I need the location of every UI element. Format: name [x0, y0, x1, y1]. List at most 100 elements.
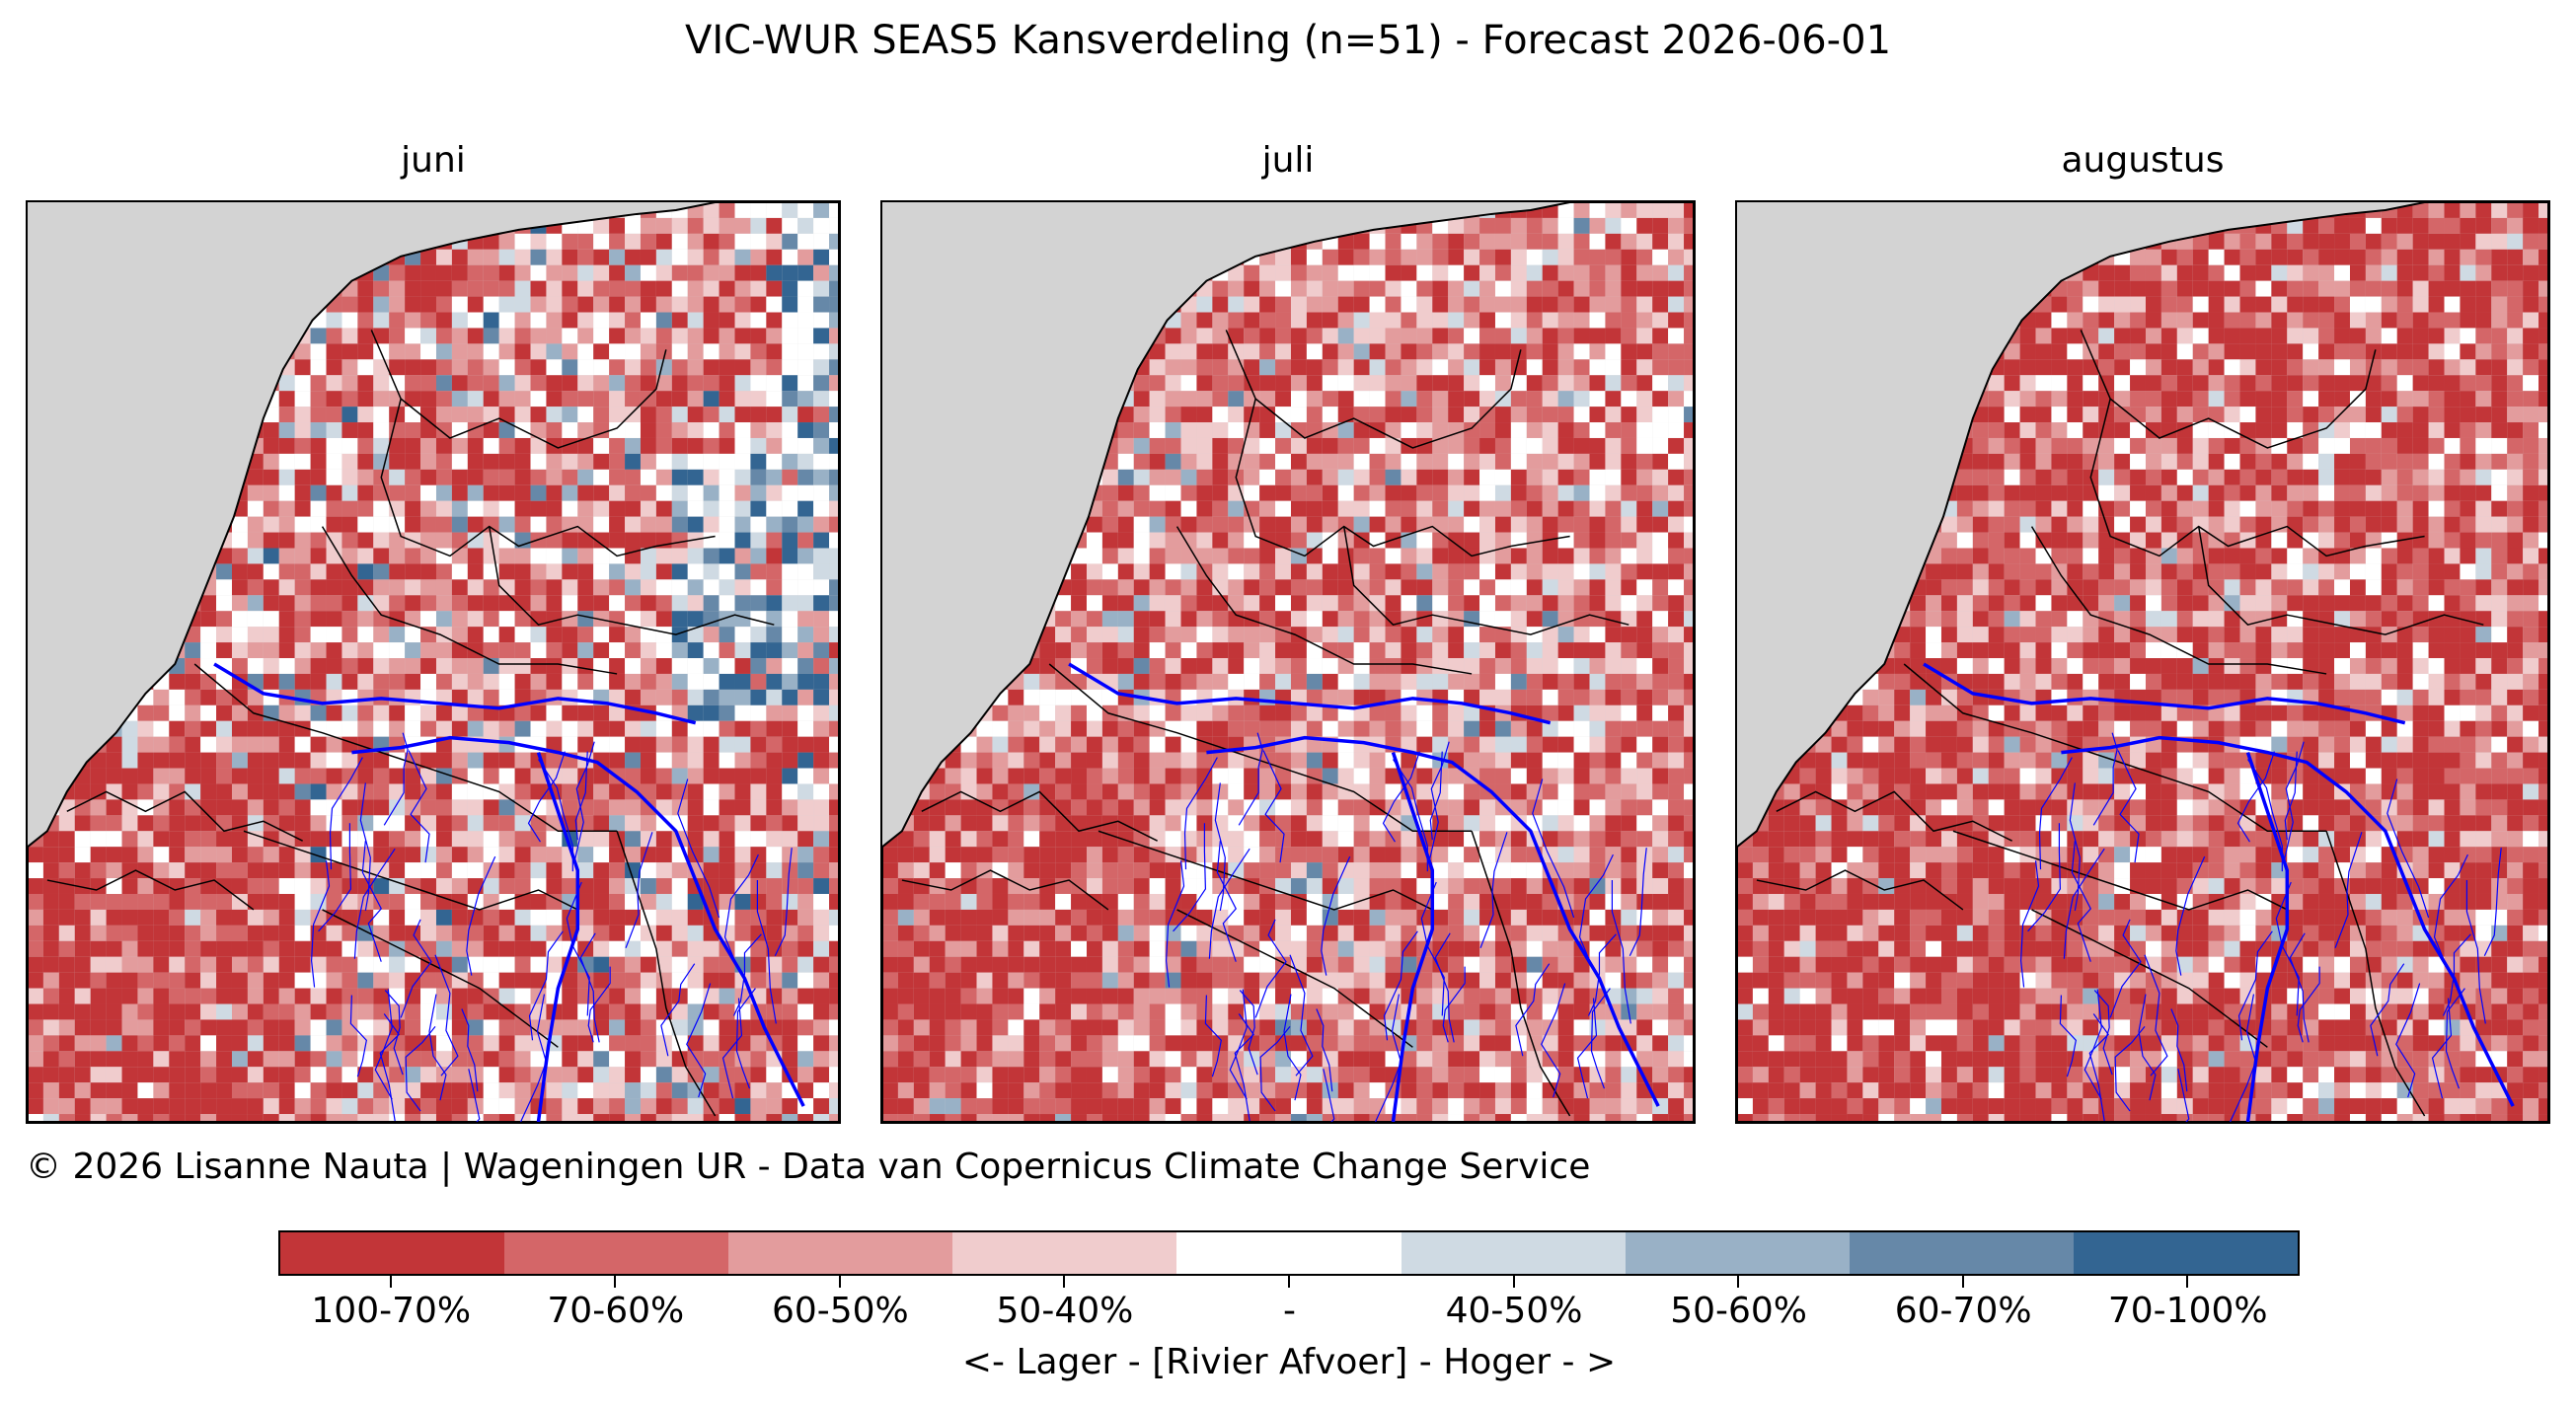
tributary — [1239, 990, 1258, 1075]
tributary — [2071, 841, 2091, 962]
tributary — [2038, 757, 2073, 870]
tributary — [735, 988, 756, 1089]
province-border — [2089, 398, 2425, 557]
province-border — [1776, 790, 2012, 842]
map-juni — [28, 202, 839, 1122]
tributary — [2289, 932, 2310, 1043]
tributary — [1428, 741, 1450, 861]
tributary — [1479, 832, 1508, 948]
tributary — [1316, 1008, 1333, 1092]
tributary — [349, 995, 367, 1077]
main-river — [1206, 735, 1660, 1107]
figure-title: VIC-WUR SEAS5 Kansverdeling (n=51) - For… — [684, 18, 1892, 63]
tributary — [2027, 823, 2062, 932]
tributary — [1590, 988, 1611, 1089]
province-border — [2325, 831, 2426, 1117]
tributary — [1532, 779, 1575, 919]
tributary — [573, 741, 595, 861]
colorbar-tick — [1288, 1276, 1290, 1288]
tributary — [686, 983, 712, 1098]
tributary — [2283, 741, 2305, 861]
tributary — [2138, 994, 2157, 1101]
colorbar-segment — [1849, 1232, 2074, 1274]
tributary — [721, 998, 743, 1099]
main-river — [1391, 752, 1435, 1122]
tributary — [1578, 853, 1614, 968]
tributary — [1229, 989, 1248, 1100]
main-river — [1923, 662, 2406, 725]
colorbar-tick — [1737, 1276, 1740, 1288]
province-border — [243, 830, 578, 911]
tributary — [2175, 855, 2206, 976]
province-border — [1048, 663, 1473, 833]
panel-title-juni: juni — [401, 140, 466, 181]
tributary — [2465, 880, 2486, 1024]
main-river — [351, 735, 805, 1107]
tributary — [383, 732, 409, 826]
province-border — [380, 398, 716, 557]
tributary — [1262, 750, 1285, 863]
province-border — [2030, 526, 2327, 675]
colorbar-tick-labels: 100-70% 70-60% 60-50% 50-40% - 40-50% 50-60% 60… — [278, 1291, 2300, 1340]
tributary — [1183, 757, 1218, 870]
province-border — [1235, 398, 1570, 557]
tributary — [2284, 751, 2298, 841]
tributary — [2297, 966, 2320, 1043]
tributary — [527, 751, 566, 843]
colorbar-segment — [1176, 1232, 1402, 1274]
tributary — [461, 1008, 479, 1092]
map-panel-juni — [26, 200, 841, 1124]
province-border — [1471, 831, 1571, 1117]
colorbar-tick — [2186, 1276, 2189, 1288]
tributary — [723, 853, 759, 968]
province-border — [66, 790, 303, 842]
colorbar-tick-label: 50-60% — [1670, 1291, 1808, 1331]
tributary — [774, 848, 793, 956]
map-panel-juli — [880, 200, 1696, 1124]
province-border — [46, 869, 255, 911]
tributary — [2109, 919, 2142, 1018]
province-border — [193, 663, 618, 833]
tributary — [677, 779, 720, 919]
tributary — [2069, 782, 2081, 912]
tributary — [405, 1026, 436, 1112]
colorbar-tick — [614, 1276, 617, 1288]
tributary — [1166, 860, 1185, 988]
tributary — [1382, 751, 1420, 843]
tributary — [2144, 954, 2168, 1076]
tributary — [374, 989, 393, 1100]
forecast-grid — [28, 202, 839, 1122]
tributary — [468, 1069, 481, 1122]
tributary — [1587, 933, 1617, 1016]
province-border — [1756, 869, 1964, 911]
province-border — [901, 869, 1109, 911]
tributary — [1289, 954, 1314, 1076]
tributary — [579, 932, 600, 1043]
main-river — [2245, 752, 2290, 1122]
tributary — [1442, 966, 1466, 1043]
tributary — [587, 966, 611, 1043]
colorbar-xlabel: <- Lager - [Rivier Afvoer] - Hoger - > — [961, 1342, 1617, 1382]
tributary — [2177, 1069, 2190, 1122]
tributary — [329, 757, 363, 870]
province-border — [1225, 330, 1522, 449]
main-river — [2061, 735, 2515, 1107]
tributary — [1173, 823, 1207, 932]
tributary — [408, 750, 430, 863]
tributary — [2063, 848, 2105, 959]
tributary — [2170, 1008, 2188, 1092]
tributary — [1323, 1069, 1335, 1122]
tributary — [2084, 989, 2102, 1100]
colorbar-tick — [838, 1276, 841, 1288]
colorbar-tick-label: 60-70% — [1894, 1291, 2032, 1331]
province-border — [488, 526, 775, 635]
tributary — [1629, 848, 1647, 956]
tributary — [2093, 990, 2113, 1075]
tributary — [1238, 732, 1263, 826]
tributary — [574, 751, 588, 841]
main-river — [536, 752, 580, 1122]
tributary — [2334, 832, 2363, 948]
colorbar-tick — [1063, 1276, 1066, 1288]
tributary — [1515, 963, 1551, 1057]
tributary — [1204, 995, 1222, 1077]
